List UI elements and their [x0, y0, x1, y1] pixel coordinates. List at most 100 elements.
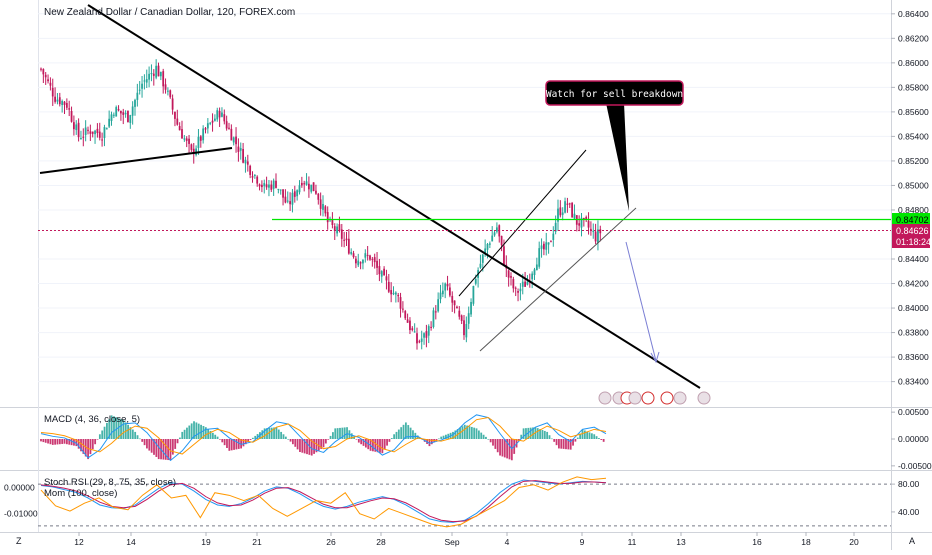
price-tick-label: 0.84200: [898, 279, 929, 289]
candle-body: [251, 176, 254, 178]
projection-arrow-line[interactable]: [625, 241, 657, 362]
candle-body: [308, 183, 310, 190]
candle-body: [293, 191, 296, 197]
macd-histogram-bar: [510, 439, 513, 461]
macd-histogram-bar: [96, 439, 99, 440]
macd-histogram-bar: [181, 431, 184, 439]
level-price-text: 0.84702: [896, 215, 929, 225]
candle-body: [303, 183, 306, 185]
macd-histogram-bar: [525, 428, 527, 439]
price-tick-label: 0.85600: [898, 107, 929, 117]
macd-histogram-bar: [343, 427, 346, 439]
mom-tick-label: -0.01000: [4, 509, 38, 519]
macd-histogram-bar: [334, 428, 337, 439]
macd-histogram-bar: [204, 427, 207, 439]
candle-body: [481, 254, 484, 263]
candle-body: [564, 201, 566, 213]
macd-histogram-bar: [136, 435, 139, 439]
canada-flag-icon[interactable]: [641, 391, 655, 405]
candle-body: [284, 196, 287, 203]
macd-histogram-bar: [546, 431, 549, 439]
candle-body: [289, 201, 291, 205]
candle-body: [343, 239, 346, 241]
channel-lower-line[interactable]: [479, 207, 637, 352]
candle-body: [463, 320, 465, 336]
macd-histogram-bar: [463, 424, 466, 439]
candle-body: [171, 98, 174, 110]
macd-histogram-bar: [63, 439, 66, 444]
macd-histogram-bar: [247, 439, 250, 443]
zoom-corner-left[interactable]: Z: [16, 536, 22, 546]
candle-body: [559, 207, 562, 216]
candle-body: [510, 276, 512, 278]
candle-body: [211, 120, 214, 123]
candle-body: [209, 122, 212, 124]
candle-body: [249, 165, 252, 175]
macd-histogram-bar: [51, 439, 54, 445]
candle-body: [550, 241, 552, 243]
macd-histogram-bar: [598, 438, 600, 439]
macd-histogram-bar: [261, 430, 264, 439]
economic-event-icon[interactable]: [697, 391, 711, 405]
candle-body: [122, 112, 125, 115]
macd-histogram-bar: [492, 439, 494, 446]
downtrend-line[interactable]: [87, 4, 701, 389]
candle-body: [394, 292, 397, 295]
candle-body: [359, 262, 362, 264]
macd-histogram-bar: [543, 430, 546, 439]
economic-event-icon[interactable]: [598, 391, 612, 405]
time-axis[interactable]: 12 14 19 21 26 28 Sep 4 9 11 13 16 18 20: [74, 532, 859, 547]
macd-histogram-bar: [42, 439, 45, 443]
stoch-pane: [38, 476, 891, 528]
candle-body: [117, 109, 120, 111]
candle-body: [355, 258, 357, 264]
candle-body: [120, 110, 122, 114]
candle-body: [491, 235, 494, 242]
candle-body: [235, 136, 237, 145]
candle-body: [253, 174, 256, 176]
macd-histogram-bar: [56, 439, 59, 445]
candle-body: [484, 248, 487, 254]
candle-body: [460, 315, 463, 321]
candle-body: [185, 138, 188, 141]
candle-body: [531, 273, 534, 280]
macd-histogram-bar: [98, 434, 101, 439]
callout-box[interactable]: [545, 80, 684, 106]
candle-body: [204, 128, 207, 130]
channel-upper-line[interactable]: [458, 149, 587, 297]
time-tick-label: 9: [580, 537, 585, 547]
support-trend-line[interactable]: [39, 147, 233, 174]
candle-body: [340, 229, 343, 239]
candle-body: [444, 283, 447, 291]
macd-histogram-bar: [254, 435, 257, 439]
macd-histogram-bar: [452, 431, 454, 439]
macd-histogram-bar: [219, 439, 221, 440]
macd-histogram-bar: [287, 439, 290, 440]
candle-body: [148, 73, 150, 80]
economic-event-icon[interactable]: [628, 391, 642, 405]
candle-body: [535, 264, 538, 271]
auto-scale-button[interactable]: A: [909, 536, 915, 546]
macd-histogram-bar: [214, 434, 217, 439]
candle-body: [350, 252, 353, 254]
candle-body: [413, 331, 416, 333]
price-axis[interactable]: 0.86400 0.86200 0.86000 0.85800 0.85600 0.854…: [891, 9, 929, 387]
macd-histogram-bar: [294, 439, 297, 447]
event-icons[interactable]: [598, 391, 711, 405]
macd-histogram-bar: [101, 430, 104, 439]
candle-body: [218, 110, 221, 118]
candle-body: [547, 242, 550, 245]
macd-histogram-bar: [475, 428, 478, 439]
macd-histogram-bar: [379, 439, 381, 453]
candle-body: [169, 90, 172, 98]
canada-flag-icon[interactable]: [660, 391, 674, 405]
candle-body: [138, 89, 141, 91]
candle-body: [82, 136, 85, 138]
macd-histogram-bar: [193, 421, 195, 439]
time-tick-label: 11: [628, 537, 637, 547]
macd-histogram-bar: [58, 439, 61, 445]
candle-body: [543, 243, 545, 250]
macd-histogram-bar: [550, 438, 553, 440]
economic-event-icon[interactable]: [673, 391, 687, 405]
candle-body: [277, 188, 280, 190]
